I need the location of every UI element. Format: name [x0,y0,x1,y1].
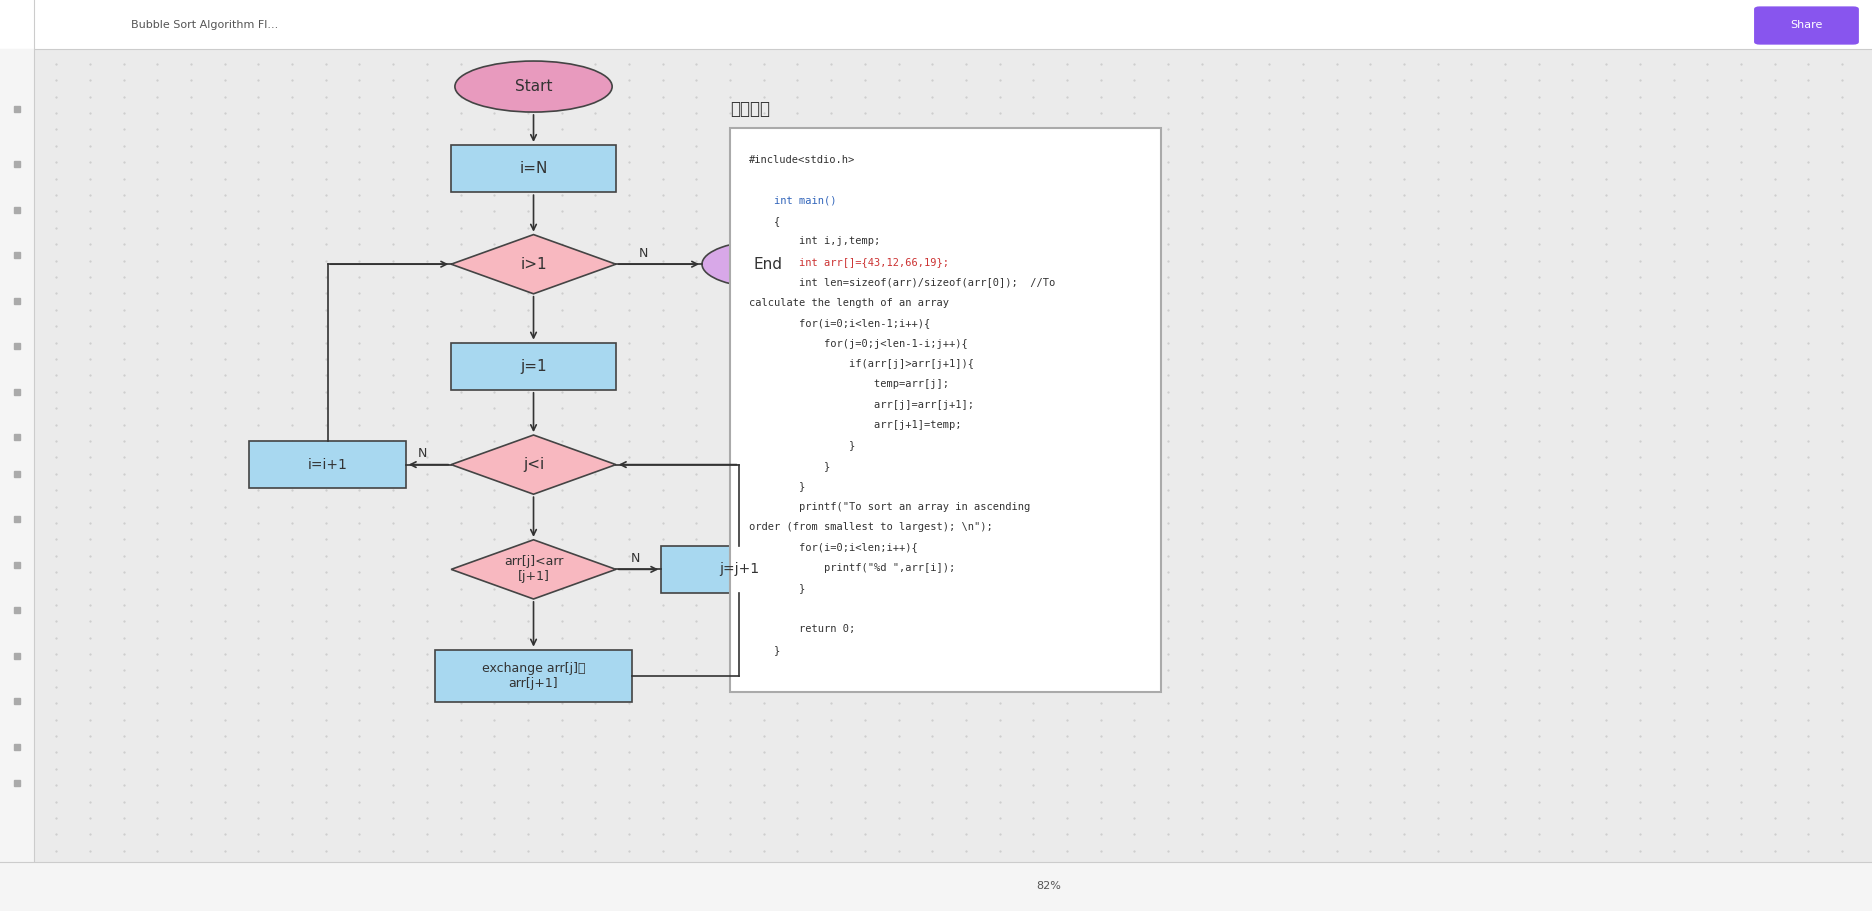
FancyBboxPatch shape [451,343,616,390]
Text: for(i=0;i<len-1;i++){: for(i=0;i<len-1;i++){ [749,318,930,328]
Text: i=i+1: i=i+1 [307,457,348,472]
Text: Share: Share [1790,20,1823,29]
Text: End: End [753,257,782,271]
Text: Bubble Sort Algorithm Fl...: Bubble Sort Algorithm Fl... [131,20,279,29]
Ellipse shape [702,241,833,288]
Text: {: { [749,216,781,226]
FancyBboxPatch shape [730,128,1161,692]
Text: arr[j+1]=temp;: arr[j+1]=temp; [749,420,962,430]
FancyBboxPatch shape [434,650,633,702]
FancyBboxPatch shape [1754,6,1859,45]
Text: 82%: 82% [1035,882,1061,891]
FancyBboxPatch shape [0,49,34,862]
FancyBboxPatch shape [249,441,406,488]
Text: }: } [749,461,829,471]
Text: j=j+1: j=j+1 [719,562,760,577]
Text: exchange arr[j]与
arr[j+1]: exchange arr[j]与 arr[j+1] [481,662,586,690]
Polygon shape [451,539,616,599]
Text: int main(): int main() [749,196,837,206]
FancyBboxPatch shape [0,0,1872,49]
Ellipse shape [455,61,612,112]
Text: int i,j,temp;: int i,j,temp; [749,237,880,247]
Text: N: N [638,247,648,260]
Text: }: } [749,583,805,593]
Text: }: } [749,441,856,451]
Text: i=N: i=N [519,161,548,176]
Text: j<i: j<i [522,457,545,472]
Text: }: } [749,645,781,655]
Polygon shape [451,235,616,293]
Text: 代码示例: 代码示例 [730,100,769,118]
Text: for(i=0;i<len;i++){: for(i=0;i<len;i++){ [749,543,917,553]
Text: #include<stdio.h>: #include<stdio.h> [749,155,856,165]
Text: temp=arr[j];: temp=arr[j]; [749,379,949,389]
Text: }: } [749,481,805,491]
Text: int len=sizeof(arr)/sizeof(arr[0]);  //To: int len=sizeof(arr)/sizeof(arr[0]); //To [749,277,1056,287]
Text: i>1: i>1 [520,257,547,271]
Text: printf("To sort an array in ascending: printf("To sort an array in ascending [749,502,1030,512]
FancyBboxPatch shape [0,862,1872,911]
Polygon shape [451,435,616,494]
Text: arr[j]<arr
[j+1]: arr[j]<arr [j+1] [504,556,563,583]
Text: arr[j]=arr[j+1];: arr[j]=arr[j+1]; [749,400,973,410]
FancyBboxPatch shape [661,546,818,593]
Text: int arr[]={43,12,66,19};: int arr[]={43,12,66,19}; [749,257,949,267]
Text: printf("%d ",arr[i]);: printf("%d ",arr[i]); [749,563,955,573]
Text: order (from smallest to largest); \n");: order (from smallest to largest); \n"); [749,522,992,532]
Text: if(arr[j]>arr[j+1]){: if(arr[j]>arr[j+1]){ [749,359,973,369]
Text: N: N [631,552,640,565]
FancyBboxPatch shape [451,145,616,192]
Text: for(j=0;j<len-1-i;j++){: for(j=0;j<len-1-i;j++){ [749,339,968,349]
Text: Start: Start [515,79,552,94]
Text: N: N [417,447,427,460]
Text: calculate the length of an array: calculate the length of an array [749,298,949,308]
Text: return 0;: return 0; [749,624,856,634]
Text: j=1: j=1 [520,359,547,374]
